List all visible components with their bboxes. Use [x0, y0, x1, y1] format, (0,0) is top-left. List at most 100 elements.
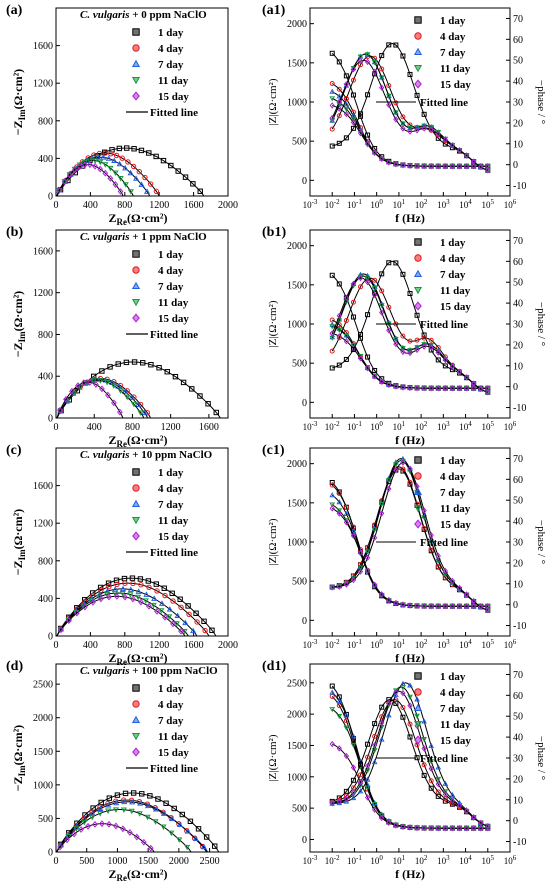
phase-fit-line: [331, 59, 488, 171]
phase-data-point: [386, 304, 392, 310]
x-tick-label: 10-2: [325, 638, 340, 650]
data-point: [168, 830, 175, 837]
legend-marker: [414, 79, 422, 89]
x-tick-label: 400: [83, 200, 98, 211]
x-tick-label: 1500: [138, 856, 158, 867]
data-point: [174, 612, 181, 619]
y-tick-label-right: 0: [513, 816, 518, 827]
data-point: [102, 169, 109, 177]
y-tick-label: 0: [48, 414, 53, 425]
data-point: [97, 584, 104, 591]
y-tick-label-left: 1500: [287, 58, 307, 69]
data-point: [73, 826, 80, 832]
x-tick-label: 103: [437, 420, 450, 432]
legend-marker: [132, 266, 140, 274]
y-tick-label-right: 50: [513, 496, 523, 507]
x-tick-label: 400: [87, 422, 102, 433]
data-point: [209, 627, 215, 633]
y-tick-label-right: 40: [513, 299, 523, 310]
data-point: [182, 174, 189, 180]
x-tick-label: 105: [482, 854, 495, 866]
phase-data-point: [407, 479, 413, 485]
legend-label: 1 day: [158, 27, 184, 39]
phase-data-point: [379, 309, 385, 316]
data-point: [197, 393, 203, 399]
phase-data-point: [379, 719, 385, 726]
y-tick-label: 500: [38, 814, 53, 825]
phase-data-point: [379, 704, 385, 710]
x-tick-label: 400: [83, 640, 98, 651]
phase-data-point: [364, 58, 371, 66]
phase-data-point: [336, 798, 342, 805]
z-data-point: [350, 742, 357, 749]
y-tick-label-right: 30: [513, 538, 523, 549]
nyquist-panel-2: 0 400 800 1200 1600 0 400 800 1200 1600 ZRe(Ω·cm²)…: [6, 225, 229, 449]
x-tick-label: 2000: [218, 200, 238, 211]
data-point: [127, 592, 134, 598]
legend-marker: [413, 720, 423, 729]
phase-data-point: [329, 114, 335, 122]
y-axis-label: −ZIm(Ω·cm²): [11, 69, 27, 135]
data-point: [146, 584, 152, 591]
data-point: [153, 153, 159, 160]
x-tick-label: 0: [54, 640, 59, 651]
phase-data-point: [428, 778, 434, 784]
x-axis-label: f (Hz): [395, 651, 425, 665]
z-data-point: [463, 385, 470, 392]
data-point: [96, 150, 103, 157]
z-data-point: [336, 491, 342, 497]
phase-data-point: [371, 742, 378, 749]
data-point: [111, 157, 118, 164]
data-point: [178, 604, 184, 611]
y-tick-label-right: 50: [513, 712, 523, 723]
y-tick-label-right: 40: [513, 517, 523, 528]
y-tick-label-right: 10: [513, 795, 523, 806]
data-point: [134, 401, 142, 407]
data-point: [121, 798, 128, 805]
y-tick-label: 1200: [33, 79, 53, 90]
data-point: [130, 595, 136, 603]
data-point: [186, 611, 192, 618]
y-tick-label: 800: [38, 330, 53, 341]
phase-data-point: [442, 356, 449, 364]
y-tick-label-left: 500: [292, 359, 307, 370]
data-point: [122, 182, 129, 188]
data-point: [140, 838, 147, 846]
legend-marker: [132, 313, 140, 323]
data-point: [85, 822, 91, 830]
phase-data-point: [358, 111, 364, 117]
data-point: [168, 162, 174, 169]
x-tick-label: 800: [117, 200, 132, 211]
x-axis-label: f (Hz): [395, 867, 425, 881]
z-data-point: [336, 281, 342, 287]
phase-data-point: [350, 777, 356, 783]
z-data-point: [329, 492, 336, 498]
legend-label: 11 day: [440, 285, 471, 297]
legend-marker: [413, 64, 423, 73]
data-point: [78, 826, 84, 833]
nyquist-panel-4: 0 400 800 1200 1600 2000 0 400 800 1200 1600 ZRe(Ω·…: [6, 443, 238, 667]
z-data-point: [329, 272, 335, 278]
data-point: [158, 600, 166, 606]
phase-data-point: [421, 343, 427, 350]
data-point: [131, 359, 138, 365]
phase-data-point: [343, 356, 349, 362]
data-point: [81, 159, 88, 166]
z-data-point: [336, 93, 343, 99]
data-point: [141, 409, 148, 416]
phase-data-point: [400, 685, 406, 691]
data-point: [178, 627, 184, 635]
z-data-point: [400, 823, 406, 830]
phase-data-point: [329, 118, 336, 124]
phase-data-point: [470, 814, 477, 821]
panel-title: C. vulgaris + 100 ppm NaClO: [80, 665, 218, 677]
phase-data-point: [428, 126, 434, 133]
phase-data-point: [336, 335, 342, 341]
x-tick-label: 104: [459, 198, 472, 210]
phase-data-point: [386, 260, 392, 266]
z-data-point: [379, 814, 385, 822]
data-point: [98, 587, 104, 594]
y-tick-label-right: 10: [513, 579, 523, 590]
y-axis-label-right: −phase / °: [535, 736, 547, 780]
data-point: [136, 798, 143, 805]
